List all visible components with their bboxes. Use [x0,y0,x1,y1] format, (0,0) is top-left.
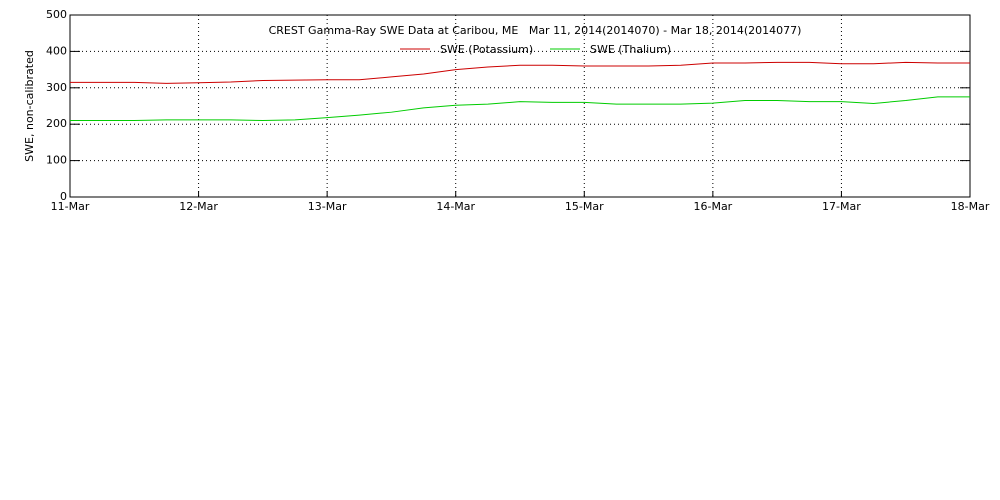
legend-label: SWE (Thalium) [590,43,671,56]
x-tick-label: 12-Mar [179,200,218,213]
x-tick-label: 13-Mar [308,200,347,213]
series-line [70,61,970,84]
x-tick-label: 14-Mar [436,200,475,213]
chart-title: CREST Gamma-Ray SWE Data at Caribou, ME … [269,24,802,37]
y-tick-label: 300 [46,81,67,94]
legend-label: SWE (Potassium) [440,43,533,56]
y-tick-label: 100 [46,154,67,167]
x-tick-label: 15-Mar [565,200,604,213]
y-tick-label: 0 [60,190,67,203]
y-tick-label: 200 [46,117,67,130]
y-axis-label: SWE, non-calibrated [23,50,36,162]
x-tick-label: 18-Mar [951,200,990,213]
x-tick-label: 11-Mar [51,200,90,213]
x-tick-label: 17-Mar [822,200,861,213]
x-tick-label: 16-Mar [693,200,732,213]
plot-frame [69,14,971,198]
y-tick-label: 500 [46,8,67,21]
series-line [70,96,970,122]
y-tick-label: 400 [46,44,67,57]
